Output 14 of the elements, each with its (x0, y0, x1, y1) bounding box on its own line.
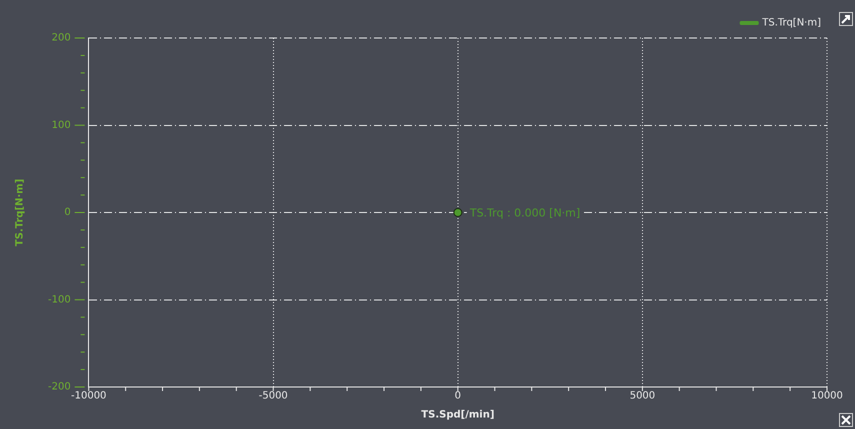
y-tick-label: -200 (48, 382, 71, 393)
y-tick-label: 100 (52, 120, 71, 131)
x-tick-label: 10000 (811, 390, 843, 402)
y-tick-label: 0 (64, 207, 71, 218)
y-tick-label: -100 (48, 294, 71, 306)
annotation: TS.Trq : 0.000 [N·m] (468, 206, 580, 220)
x-tick-label: -5000 (258, 390, 288, 402)
legend-label: TS.Trq[N·m] (761, 18, 822, 29)
y-axis-title: TS.Trq[N·m] (14, 178, 26, 246)
y-tick-label: 200 (52, 32, 71, 44)
x-tick-label: 5000 (630, 390, 656, 402)
x-tick-label: -10000 (70, 390, 106, 402)
x-axis-title: TS.Spd[/min] (421, 410, 494, 421)
x-tick-label: 0 (454, 390, 462, 402)
